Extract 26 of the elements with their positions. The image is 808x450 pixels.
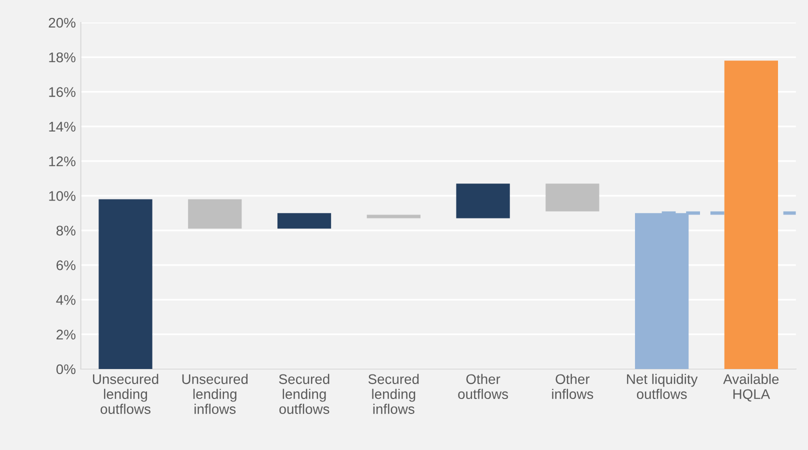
- bar: [456, 184, 510, 218]
- y-tick-label: 16%: [49, 87, 76, 97]
- y-tick-label: 2%: [56, 330, 76, 340]
- bar: [98, 199, 152, 369]
- x-tick-label: Unsecured lending inflows: [182, 374, 248, 414]
- y-tick-label: 14%: [49, 122, 76, 132]
- y-tick-label: 10%: [49, 191, 76, 201]
- x-tick-label: Available HQLA: [723, 374, 779, 402]
- bar: [277, 213, 332, 229]
- y-tick-label: 12%: [49, 156, 76, 166]
- y-tick-label: 6%: [56, 260, 76, 270]
- bar: [366, 214, 420, 218]
- bar: [546, 184, 600, 212]
- y-tick-label: 4%: [56, 295, 76, 305]
- bar: [188, 199, 242, 229]
- x-tick-label: Secured lending outflows: [279, 374, 330, 414]
- x-tick-label: Secured lending inflows: [368, 374, 419, 414]
- y-tick-label: 8%: [56, 226, 76, 236]
- x-tick-label: Net liquidity outflows: [627, 374, 698, 400]
- x-tick-label: Unsecured lending outflows: [92, 374, 158, 414]
- bar: [724, 60, 778, 369]
- y-tick-label: 20%: [48, 18, 76, 28]
- y-tick-label: 0%: [56, 364, 76, 374]
- y-tick-label: 18%: [49, 52, 76, 62]
- x-tick-label: Other inflows: [552, 374, 594, 400]
- x-tick-label: Other outflows: [458, 374, 508, 400]
